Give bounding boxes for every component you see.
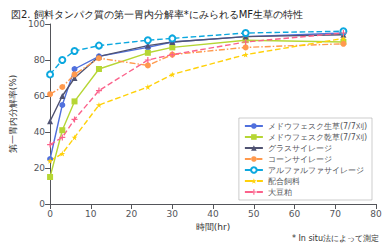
svg-text:80: 80 — [370, 209, 382, 219]
svg-text:50: 50 — [248, 209, 260, 219]
svg-text:コーンサイレージ: コーンサイレージ — [268, 155, 332, 164]
svg-text:第一胃内分解率(%): 第一胃内分解率(%) — [8, 75, 18, 154]
svg-text:0: 0 — [39, 199, 45, 209]
svg-text:グラスサイレージ: グラスサイレージ — [268, 144, 332, 153]
svg-text:60: 60 — [289, 209, 301, 219]
svg-text:60: 60 — [34, 91, 46, 101]
svg-text:大豆粕: 大豆粕 — [268, 188, 292, 197]
svg-text:30: 30 — [167, 209, 179, 219]
svg-text:20: 20 — [126, 209, 138, 219]
svg-text:40: 40 — [207, 209, 219, 219]
svg-text:70: 70 — [330, 209, 342, 219]
svg-text:図2. 飼料タンパク質の第一胃内分解率*にみられるMF生草の: 図2. 飼料タンパク質の第一胃内分解率*にみられるMF生草の特性 — [11, 9, 303, 20]
svg-text:* In situ法によって測定: * In situ法によって測定 — [292, 234, 379, 243]
svg-text:0: 0 — [47, 209, 53, 219]
svg-text:20: 20 — [34, 163, 46, 173]
svg-text:配合飼料: 配合飼料 — [268, 177, 300, 186]
svg-text:100: 100 — [28, 19, 45, 29]
svg-text:80: 80 — [34, 55, 46, 65]
svg-text:40: 40 — [34, 127, 46, 137]
svg-text:メドウフェスク生草(7/7刈): メドウフェスク生草(7/7刈) — [268, 122, 367, 131]
svg-text:アルファルファサイレージ: アルファルファサイレージ — [268, 166, 364, 175]
svg-text:時間(hr): 時間(hr) — [196, 222, 230, 232]
svg-text:10: 10 — [85, 209, 97, 219]
svg-text:メドウフェスク乾草(7/7刈): メドウフェスク乾草(7/7刈) — [268, 133, 367, 142]
